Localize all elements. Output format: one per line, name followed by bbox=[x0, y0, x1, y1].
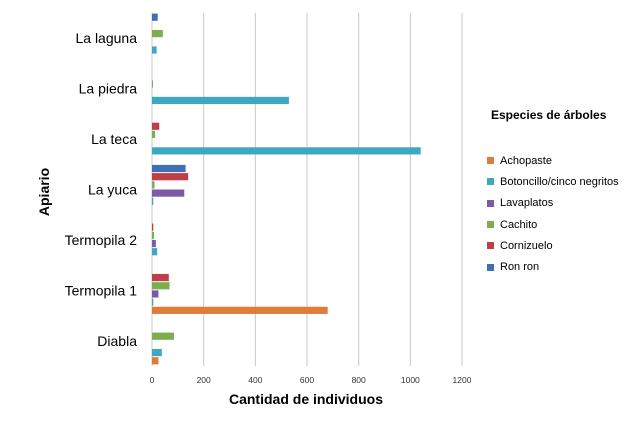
bar bbox=[152, 197, 154, 205]
legend-swatch bbox=[487, 199, 494, 207]
y-category-label: La piedra bbox=[79, 81, 138, 97]
bar bbox=[152, 147, 421, 155]
y-category-label: La laguna bbox=[75, 30, 137, 46]
y-category-labels: La laguna La piedra La teca La yuca Termopil… bbox=[65, 30, 138, 349]
legend-swatch bbox=[487, 178, 494, 186]
bar bbox=[152, 122, 160, 130]
bar bbox=[152, 357, 159, 365]
bars bbox=[152, 13, 421, 365]
bar bbox=[152, 239, 156, 248]
bar bbox=[152, 306, 328, 314]
bar bbox=[152, 273, 169, 282]
y-category-label: La yuca bbox=[88, 182, 137, 198]
legend-label: Ron ron bbox=[500, 261, 540, 274]
legend-swatch bbox=[487, 263, 494, 271]
legend-swatch bbox=[487, 221, 494, 229]
bar bbox=[152, 13, 158, 21]
legend-item: Ron ron bbox=[487, 256, 619, 277]
y-category-label: Termopila 2 bbox=[65, 232, 138, 248]
bar bbox=[152, 223, 154, 231]
bar bbox=[152, 248, 158, 256]
gridlines bbox=[151, 13, 463, 366]
legend-item: Cornizuelo bbox=[487, 235, 619, 256]
bar bbox=[152, 282, 170, 290]
bar bbox=[152, 332, 174, 340]
bar bbox=[152, 189, 185, 197]
bar bbox=[152, 231, 155, 239]
legend-label: Lavaplatos bbox=[500, 197, 554, 210]
bar bbox=[152, 298, 154, 306]
bar bbox=[152, 173, 189, 181]
legend-item: Botoncillo/cinco negritos bbox=[487, 171, 619, 192]
y-category-label: La teca bbox=[91, 131, 137, 147]
x-tick-label: 600 bbox=[300, 375, 314, 385]
bar bbox=[152, 181, 155, 189]
x-tick-label: 200 bbox=[197, 375, 211, 385]
legend-item: Cachito bbox=[487, 214, 619, 235]
bar bbox=[152, 348, 162, 357]
legend-label: Botoncillo/cinco negritos bbox=[500, 175, 619, 188]
x-tick-label: 1000 bbox=[401, 375, 420, 385]
bar bbox=[152, 290, 159, 298]
bar bbox=[152, 164, 186, 173]
bar bbox=[152, 30, 163, 38]
bar bbox=[152, 46, 157, 54]
x-tick-label: 1200 bbox=[453, 375, 472, 385]
x-tick-label: 0 bbox=[150, 375, 155, 385]
bar bbox=[152, 96, 289, 105]
y-category-label: Diabla bbox=[97, 333, 137, 349]
x-tick-label: 400 bbox=[248, 375, 262, 385]
legend-swatch bbox=[487, 157, 494, 165]
x-tick-labels: 0 200 400 600 800 1000 1200 bbox=[150, 375, 472, 385]
legend: Achopaste Botoncillo/cinco negritos Lavapl… bbox=[487, 150, 619, 278]
x-tick-label: 800 bbox=[352, 375, 366, 385]
legend-swatch bbox=[487, 242, 494, 250]
bar bbox=[152, 130, 156, 139]
legend-label: Cachito bbox=[500, 218, 538, 231]
bar bbox=[152, 80, 153, 88]
legend-item: Lavaplatos bbox=[487, 193, 619, 214]
x-axis-title: Cantidad de individuos bbox=[229, 391, 383, 407]
legend-item: Achopaste bbox=[487, 150, 619, 171]
legend-label: Cornizuelo bbox=[500, 239, 553, 252]
y-axis-title: Apiario bbox=[36, 168, 52, 216]
y-category-label: Termopila 1 bbox=[65, 282, 138, 298]
legend-label: Achopaste bbox=[500, 154, 552, 167]
legend-title: Especies de árboles bbox=[491, 108, 607, 122]
